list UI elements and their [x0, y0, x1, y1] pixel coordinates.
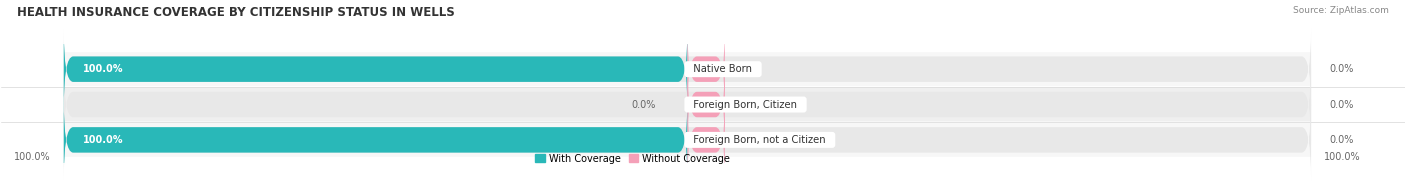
Text: Source: ZipAtlas.com: Source: ZipAtlas.com [1294, 6, 1389, 15]
FancyBboxPatch shape [63, 100, 1310, 180]
Text: Foreign Born, Citizen: Foreign Born, Citizen [688, 100, 804, 110]
Text: 0.0%: 0.0% [1330, 64, 1354, 74]
Legend: With Coverage, Without Coverage: With Coverage, Without Coverage [531, 150, 734, 168]
Text: 100.0%: 100.0% [14, 152, 51, 162]
Text: Foreign Born, not a Citizen: Foreign Born, not a Citizen [688, 135, 832, 145]
FancyBboxPatch shape [688, 100, 725, 180]
Text: 100.0%: 100.0% [1324, 152, 1361, 162]
FancyBboxPatch shape [63, 123, 1310, 157]
FancyBboxPatch shape [688, 64, 725, 145]
FancyBboxPatch shape [63, 29, 1310, 110]
Text: 0.0%: 0.0% [631, 100, 657, 110]
FancyBboxPatch shape [63, 88, 1310, 122]
Text: 0.0%: 0.0% [1330, 135, 1354, 145]
Text: HEALTH INSURANCE COVERAGE BY CITIZENSHIP STATUS IN WELLS: HEALTH INSURANCE COVERAGE BY CITIZENSHIP… [17, 6, 454, 19]
FancyBboxPatch shape [688, 29, 725, 110]
FancyBboxPatch shape [63, 52, 1310, 86]
Text: 100.0%: 100.0% [83, 135, 122, 145]
FancyBboxPatch shape [63, 64, 1310, 145]
FancyBboxPatch shape [63, 29, 688, 110]
FancyBboxPatch shape [63, 100, 688, 180]
Text: Native Born: Native Born [688, 64, 759, 74]
Text: 0.0%: 0.0% [1330, 100, 1354, 110]
Text: 100.0%: 100.0% [83, 64, 122, 74]
